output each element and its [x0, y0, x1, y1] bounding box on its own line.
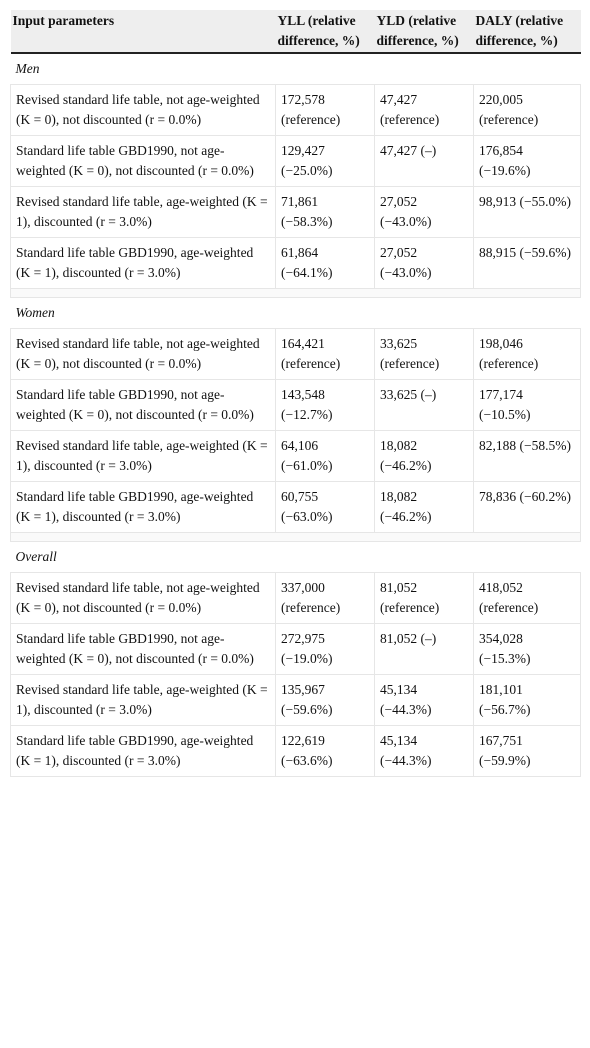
row-label: Revised standard life table, age-weighte… — [10, 674, 276, 726]
data-row: Revised standard life table, age-weighte… — [10, 186, 581, 238]
value-cell: 27,052 (−43.0%) — [374, 237, 474, 289]
section-row: Women — [10, 297, 581, 329]
spacer-row — [10, 532, 581, 542]
value-cell: 272,975 (−19.0%) — [275, 623, 375, 675]
row-label: Standard life table GBD1990, not age-wei… — [10, 623, 276, 675]
value-cell: 81,052 (–) — [374, 623, 474, 675]
value-cell: 33,625 (–) — [374, 379, 474, 431]
value-cell: 337,000 (reference) — [275, 572, 375, 624]
row-label: Revised standard life table, not age-wei… — [10, 84, 276, 136]
header-cell: YLD (relative difference, %) — [374, 10, 474, 54]
value-cell: 47,427 (reference) — [374, 84, 474, 136]
value-cell: 164,421 (reference) — [275, 328, 375, 380]
row-label: Revised standard life table, not age-wei… — [10, 572, 276, 624]
value-cell: 176,854 (−19.6%) — [473, 135, 581, 187]
value-cell: 18,082 (−46.2%) — [374, 481, 474, 533]
value-cell: 129,427 (−25.0%) — [275, 135, 375, 187]
section-row: Overall — [10, 541, 581, 573]
value-cell: 60,755 (−63.0%) — [275, 481, 375, 533]
data-row: Revised standard life table, age-weighte… — [10, 430, 581, 482]
value-cell: 47,427 (–) — [374, 135, 474, 187]
value-cell: 122,619 (−63.6%) — [275, 725, 375, 777]
value-cell: 181,101 (−56.7%) — [473, 674, 581, 726]
data-row: Revised standard life table, not age-wei… — [10, 84, 581, 136]
value-cell: 71,861 (−58.3%) — [275, 186, 375, 238]
spacer-cell — [10, 288, 581, 298]
value-cell: 82,188 (−58.5%) — [473, 430, 581, 482]
value-cell: 418,052 (reference) — [473, 572, 581, 624]
value-cell: 98,913 (−55.0%) — [473, 186, 581, 238]
data-row: Standard life table GBD1990, not age-wei… — [10, 379, 581, 431]
section-title: Men — [10, 52, 581, 85]
data-row: Standard life table GBD1990, age-weighte… — [10, 237, 581, 289]
value-cell: 220,005 (reference) — [473, 84, 581, 136]
row-label: Standard life table GBD1990, not age-wei… — [10, 135, 276, 187]
value-cell: 143,548 (−12.7%) — [275, 379, 375, 431]
value-cell: 33,625 (reference) — [374, 328, 474, 380]
value-cell: 45,134 (−44.3%) — [374, 674, 474, 726]
value-cell: 27,052 (−43.0%) — [374, 186, 474, 238]
value-cell: 177,174 (−10.5%) — [473, 379, 581, 431]
value-cell: 167,751 (−59.9%) — [473, 725, 581, 777]
value-cell: 135,967 (−59.6%) — [275, 674, 375, 726]
row-label: Standard life table GBD1990, age-weighte… — [10, 237, 276, 289]
row-label: Revised standard life table, not age-wei… — [10, 328, 276, 380]
value-cell: 88,915 (−59.6%) — [473, 237, 581, 289]
value-cell: 61,864 (−64.1%) — [275, 237, 375, 289]
data-row: Standard life table GBD1990, age-weighte… — [10, 725, 581, 777]
value-cell: 45,134 (−44.3%) — [374, 725, 474, 777]
row-label: Revised standard life table, age-weighte… — [10, 186, 276, 238]
data-row: Standard life table GBD1990, age-weighte… — [10, 481, 581, 533]
value-cell: 354,028 (−15.3%) — [473, 623, 581, 675]
data-row: Revised standard life table, not age-wei… — [10, 572, 581, 624]
spacer-cell — [10, 532, 581, 542]
value-cell: 172,578 (reference) — [275, 84, 375, 136]
data-row: Revised standard life table, not age-wei… — [10, 328, 581, 380]
results-table: Input parameters YLL (relative difference… — [10, 10, 581, 777]
row-label: Standard life table GBD1990, not age-wei… — [10, 379, 276, 431]
data-row: Standard life table GBD1990, not age-wei… — [10, 135, 581, 187]
section-title: Overall — [10, 541, 581, 573]
value-cell: 198,046 (reference) — [473, 328, 581, 380]
value-cell: 64,106 (−61.0%) — [275, 430, 375, 482]
data-row: Standard life table GBD1990, not age-wei… — [10, 623, 581, 675]
header-row: Input parameters YLL (relative difference… — [10, 10, 581, 54]
row-label: Standard life table GBD1990, age-weighte… — [10, 725, 276, 777]
spacer-row — [10, 288, 581, 298]
data-row: Revised standard life table, age-weighte… — [10, 674, 581, 726]
header-cell: DALY (relative difference, %) — [473, 10, 581, 54]
section-title: Women — [10, 297, 581, 329]
section-row: Men — [10, 52, 581, 85]
value-cell: 18,082 (−46.2%) — [374, 430, 474, 482]
row-label: Revised standard life table, age-weighte… — [10, 430, 276, 482]
header-cell: Input parameters — [10, 10, 276, 54]
header-cell: YLL (relative difference, %) — [275, 10, 375, 54]
row-label: Standard life table GBD1990, age-weighte… — [10, 481, 276, 533]
value-cell: 81,052 (reference) — [374, 572, 474, 624]
value-cell: 78,836 (−60.2%) — [473, 481, 581, 533]
